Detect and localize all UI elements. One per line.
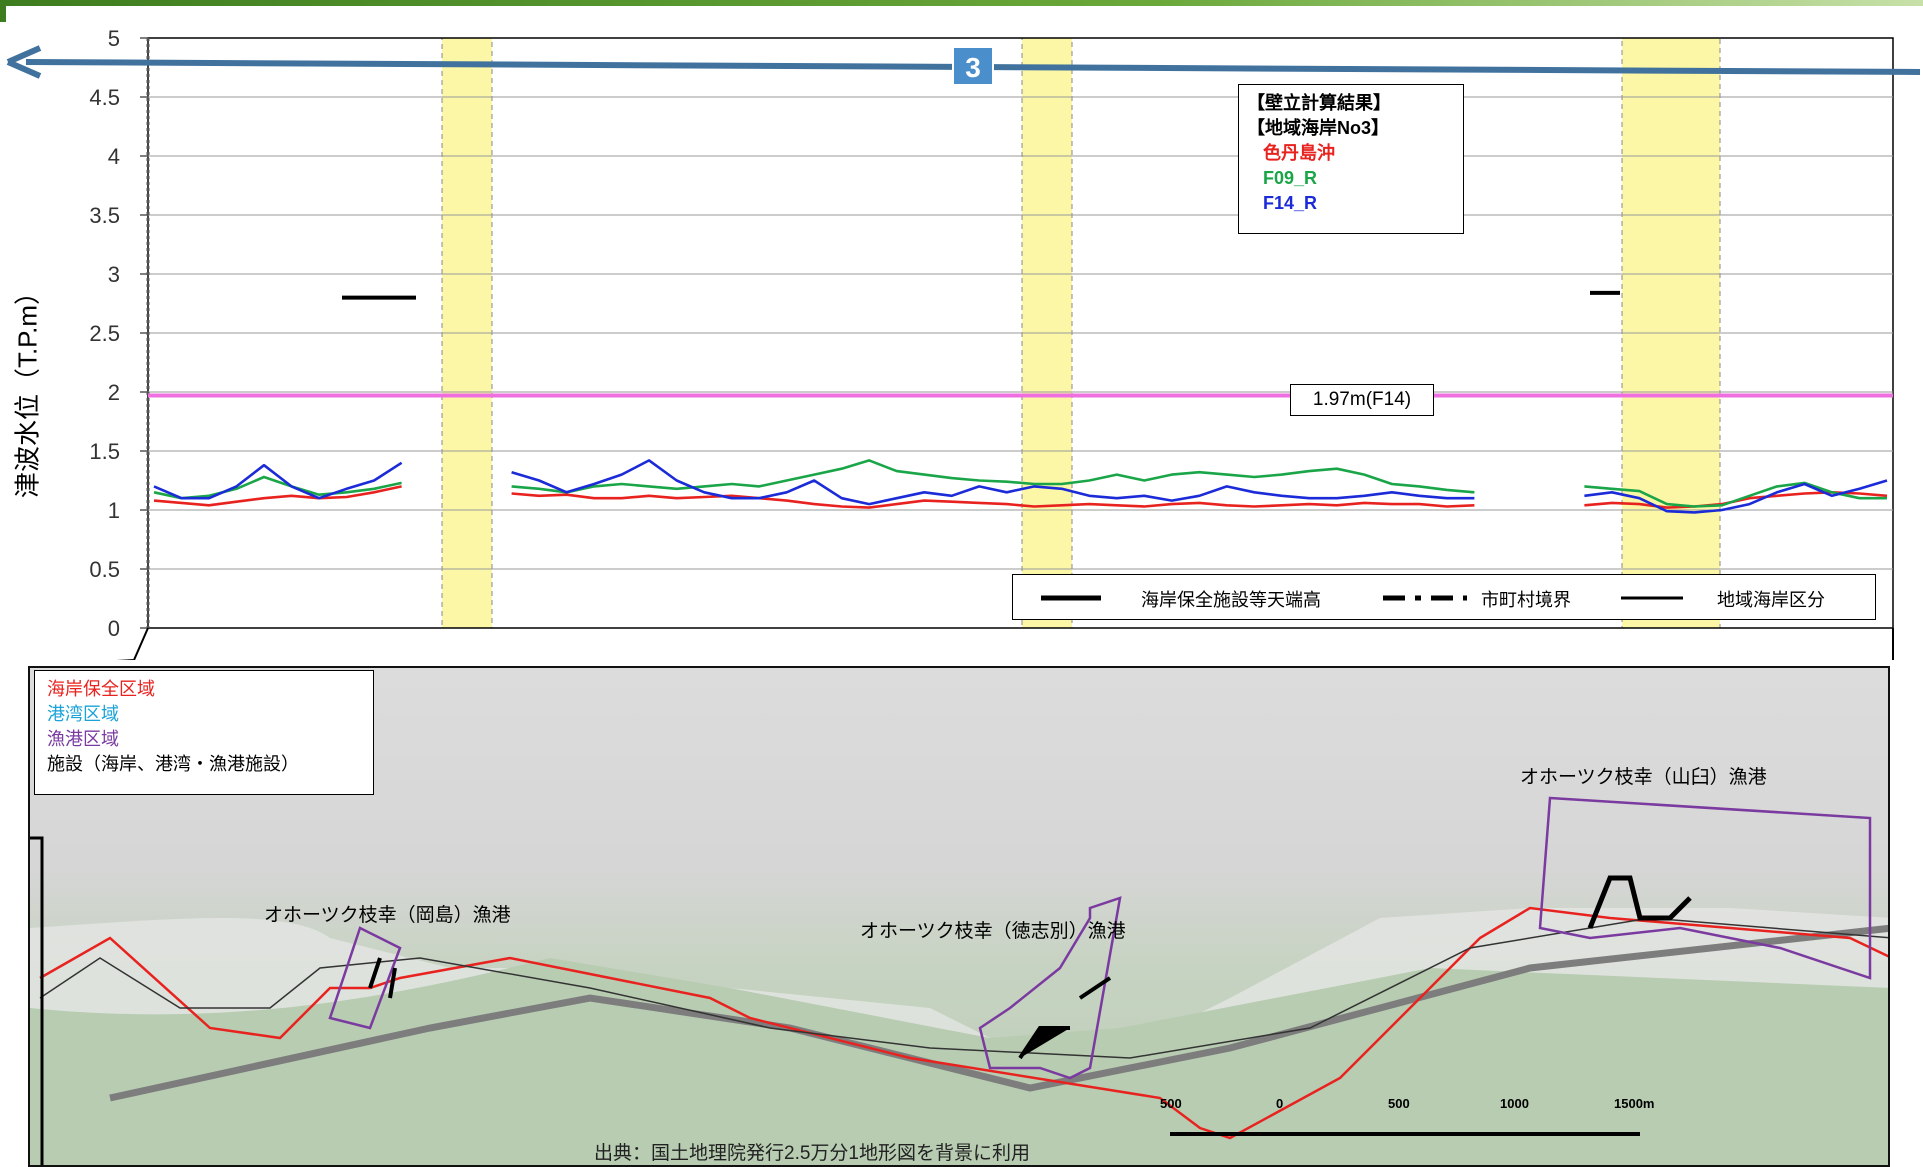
legend-title-1: 【壁立計算結果】 <box>1247 93 1391 113</box>
series-legend: 【壁立計算結果】 【地域海岸No3】 色丹島沖 F09_R F14_R <box>1238 84 1464 234</box>
scale-label-3: 1000 <box>1500 1096 1529 1111</box>
legend-title-2: 【地域海岸No3】 <box>1247 118 1390 138</box>
y-tick-label-9: 4.5 <box>89 85 120 110</box>
y-tick-label-1: 0.5 <box>89 557 120 582</box>
map-legend-coast: 海岸保全区域 <box>47 679 155 699</box>
line-style-legend: 海岸保全施設等天端高 市町村境界 地域海岸区分 <box>1012 574 1876 620</box>
tsunami-level-chart: 0 0.5 1 1.5 2 2.5 3 3.5 4 4.5 5 <box>6 26 1921 660</box>
y-tick-label-10: 5 <box>108 26 120 51</box>
reference-line-label: 1.97m(F14) <box>1290 384 1434 416</box>
y-tick-label-2: 1 <box>108 498 120 523</box>
map-label-tokushibetsu: オホーツク枝幸（徳志別）漁港 <box>860 921 1126 942</box>
y-tick-label-7: 3.5 <box>89 203 120 228</box>
legend-series-1: 色丹島沖 <box>1263 143 1335 163</box>
map-scale-bar: 500 0 500 1000 1500m <box>1160 1096 1660 1146</box>
solid-thick-swatch <box>1041 595 1101 601</box>
map-label-yamaguchi: オホーツク枝幸（山臼）漁港 <box>1520 767 1767 788</box>
legend-series-3: F14_R <box>1263 193 1318 213</box>
legend-series-2: F09_R <box>1263 168 1318 188</box>
section-marker: 3 <box>952 46 994 86</box>
map-legend: 海岸保全区域 港湾区域 漁港区域 施設（海岸、港湾・漁港施設） <box>34 670 374 795</box>
legend-item-region: 地域海岸区分 <box>1717 590 1825 610</box>
series-line-3 <box>153 459 1888 514</box>
coastline-map <box>28 666 1890 1167</box>
map-drawing <box>30 796 1888 1165</box>
map-label-okajima: オホーツク枝幸（岡島）漁港 <box>264 905 511 926</box>
y-axis-label: 津波水位（T.P.m） <box>12 278 43 499</box>
map-legend-port: 港湾区域 <box>47 704 119 724</box>
solid-thin-swatch <box>1621 596 1683 600</box>
top-accent-tick <box>0 0 6 22</box>
map-legend-fishing: 漁港区域 <box>47 729 119 749</box>
top-accent-bar <box>0 0 1923 6</box>
map-legend-facility: 施設（海岸、港湾・漁港施設） <box>47 754 299 774</box>
y-tick-label-0: 0 <box>108 616 120 641</box>
scale-label-4: 1500m <box>1614 1096 1655 1111</box>
y-tick-label-8: 4 <box>108 144 120 169</box>
scale-label-0: 500 <box>1160 1096 1182 1111</box>
section-arrow-head <box>6 45 42 79</box>
legend-item-crest: 海岸保全施設等天端高 <box>1141 590 1321 610</box>
legend-item-municipal: 市町村境界 <box>1481 590 1571 610</box>
scale-label-1: 0 <box>1276 1096 1284 1111</box>
y-tick-label-3: 1.5 <box>89 439 120 464</box>
scale-label-2: 500 <box>1388 1096 1410 1111</box>
dash-dot-swatch <box>1383 595 1467 601</box>
map-credit: 出典：国土地理院発行2.5万分1地形図を背景に利用 <box>594 1143 1030 1164</box>
y-tick-label-5: 2.5 <box>89 321 120 346</box>
y-tick-label-6: 3 <box>108 262 120 287</box>
chart-map-connector <box>116 627 1894 660</box>
y-tick-label-4: 2 <box>108 380 120 405</box>
